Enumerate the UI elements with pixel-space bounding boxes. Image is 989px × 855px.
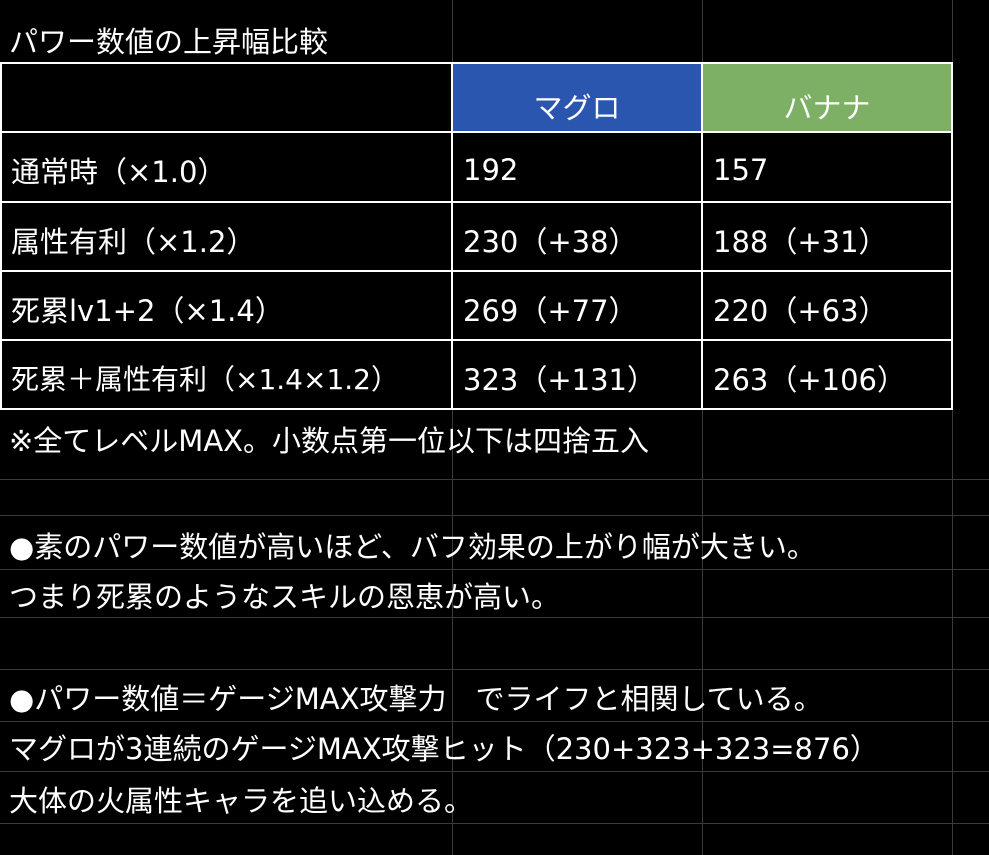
table-border (0, 62, 2, 410)
table-border (0, 131, 952, 133)
note-power-life: ●パワー数値＝ゲージMAX攻撃力 でライフと相関している。 (9, 682, 823, 716)
row-label: 死累＋属性有利（×1.4×1.2） (11, 362, 399, 396)
table-cell-banana[interactable]: 157 (713, 153, 769, 187)
table-border (0, 339, 952, 341)
gridline (452, 0, 453, 855)
gridline (0, 515, 989, 516)
table-border (0, 408, 952, 410)
table-border (701, 62, 703, 410)
sheet-title: パワー数値の上昇幅比較 (9, 25, 329, 59)
table-border (0, 62, 952, 64)
gridline (0, 569, 989, 570)
column-header-banana[interactable]: バナナ (702, 62, 952, 132)
note-fire-chars: 大体の火属性キャラを追い込める。 (9, 784, 474, 818)
note-buff-scaling: ●素のパワー数値が高いほど、バフ効果の上がり幅が大きい。 (9, 530, 816, 564)
gridline (952, 0, 953, 855)
table-cell-banana[interactable]: 220（+63） (713, 293, 888, 328)
row-label: 通常時（×1.0） (11, 155, 227, 189)
gridline (702, 0, 703, 855)
note-combo-damage: マグロが3連続のゲージMAX攻撃ヒット（230+323+323=876） (9, 732, 879, 766)
table-cell-tuna[interactable]: 269（+77） (463, 293, 638, 328)
note-rounding: ※全てレベルMAX。小数点第一位以下は四捨五入 (9, 424, 650, 458)
table-cell-tuna[interactable]: 230（+38） (463, 224, 638, 259)
gridline (0, 721, 989, 722)
table-border (0, 270, 952, 272)
table-cell-banana[interactable]: 263（+106） (713, 362, 907, 397)
note-skill-benefit: つまり死累のようなスキルの恩恵が高い。 (9, 580, 561, 614)
table-cell-tuna[interactable]: 323（+131） (463, 362, 657, 397)
table-cell-tuna[interactable]: 192 (463, 153, 519, 187)
gridline (0, 823, 989, 824)
column-header-tuna[interactable]: マグロ (452, 62, 702, 132)
table-border (451, 62, 453, 410)
table-border (0, 201, 952, 203)
row-label: 死累lv1+2（×1.4） (11, 293, 284, 328)
row-label: 属性有利（×1.2） (11, 224, 256, 259)
gridline (0, 617, 989, 618)
gridline (0, 771, 989, 772)
gridline (0, 479, 989, 480)
table-border (951, 62, 953, 410)
gridline (0, 669, 989, 670)
table-cell-banana[interactable]: 188（+31） (713, 224, 888, 259)
